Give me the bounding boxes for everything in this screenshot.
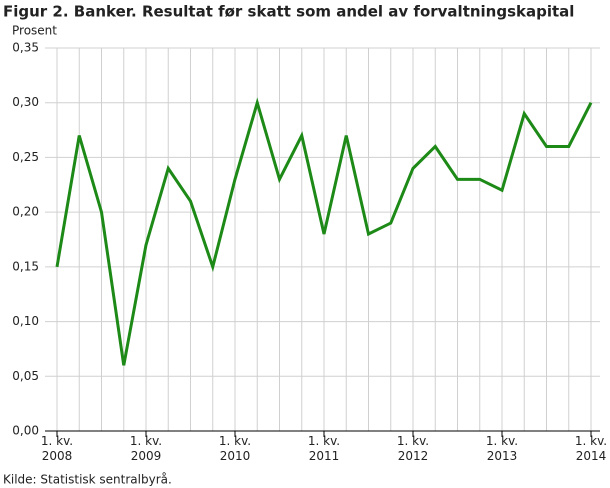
y-axis-label: Prosent — [12, 24, 57, 38]
y-tick-label: 0,05 — [12, 369, 39, 383]
source: Kilde: Statistisk sentralbyrå. — [3, 473, 172, 487]
y-tick-label: 0,10 — [12, 314, 39, 328]
y-tick-label: 0,30 — [12, 95, 39, 109]
data-line — [55, 97, 593, 366]
chart-title: Figur 2. Banker. Resultat før skatt som … — [3, 3, 574, 21]
y-tick-label: 0,20 — [12, 205, 39, 219]
x-tick-label: 1. kv. 2014 — [574, 434, 608, 463]
x-tick-label: 1. kv. 2011 — [307, 434, 341, 463]
x-tick-label: 1. kv. 2013 — [485, 434, 519, 463]
x-tick-label: 1. kv. 2009 — [129, 434, 163, 463]
y-tick-label: 0,25 — [12, 150, 39, 164]
x-tick-label: 1. kv. 2012 — [396, 434, 430, 463]
x-tick-label: 1. kv. 2010 — [218, 434, 252, 463]
x-tick-label: 1. kv. 2008 — [40, 434, 74, 463]
y-tick-label: 0,15 — [12, 259, 39, 273]
y-tick-label: 0,00 — [12, 424, 39, 438]
y-tick-label: 0,35 — [12, 41, 39, 55]
